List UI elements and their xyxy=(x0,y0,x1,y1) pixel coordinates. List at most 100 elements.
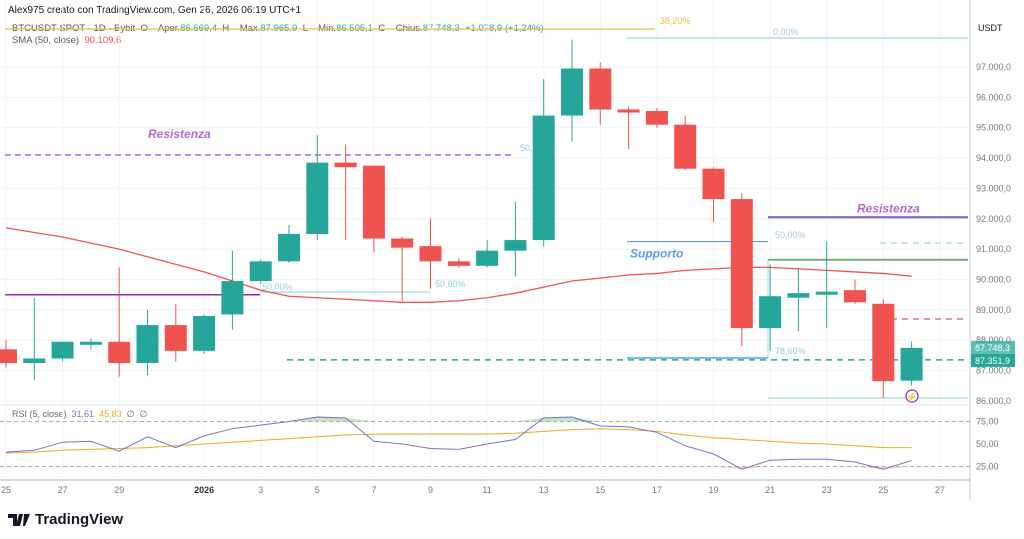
candle-body[interactable] xyxy=(561,68,583,116)
price-tick: 88.000,0 xyxy=(976,335,1011,345)
candle-body[interactable] xyxy=(844,290,866,303)
rsi-line xyxy=(5,416,912,470)
sma-line xyxy=(5,227,912,303)
candle-body[interactable] xyxy=(23,358,46,364)
support-label: Supporto xyxy=(630,247,683,261)
rsi-extra-2: ∅ xyxy=(139,409,148,419)
fib-label: 38,20% xyxy=(660,16,691,26)
candle-body[interactable] xyxy=(362,165,385,239)
candle-body[interactable] xyxy=(278,233,300,262)
candle-body[interactable] xyxy=(334,162,357,168)
date-tick: 29 xyxy=(114,485,124,495)
candle-body[interactable] xyxy=(79,341,102,345)
price-tick: 89.000,0 xyxy=(976,305,1011,315)
fib-label: 0,00% xyxy=(773,27,799,37)
date-tick: 27 xyxy=(58,485,68,495)
candle-body[interactable] xyxy=(589,68,612,110)
date-tick: 5 xyxy=(315,485,320,495)
level-price-value: 87.351,9 xyxy=(975,356,1010,366)
price-tick: 91.000,0 xyxy=(976,244,1011,254)
candle-body[interactable] xyxy=(193,315,216,351)
candle-body[interactable] xyxy=(306,162,329,234)
date-tick: 7 xyxy=(371,485,376,495)
currency-label: USDT xyxy=(978,23,1003,33)
candle-body[interactable] xyxy=(787,293,810,298)
price-tick: 95.000,0 xyxy=(976,123,1011,133)
price-tick: 97.000,0 xyxy=(976,62,1011,72)
candle-body[interactable] xyxy=(702,168,725,200)
date-tick: 19 xyxy=(708,485,718,495)
rsi-overbought-fill xyxy=(515,417,544,422)
fib-label: 50,00% xyxy=(435,279,466,289)
candle-body[interactable] xyxy=(447,261,470,266)
date-tick: 15 xyxy=(595,485,605,495)
date-tick: 23 xyxy=(822,485,832,495)
rsi-legend[interactable]: RSI (5, close) 31,61 45,83 ∅ ∅ xyxy=(12,409,147,420)
date-tick: 11 xyxy=(482,485,491,495)
rsi-tick: 75,00 xyxy=(976,417,999,427)
level-price-badge xyxy=(971,353,1015,367)
chart-credit: Alex975 creato con TradingView.com, Gen … xyxy=(8,5,302,16)
candle-body[interactable] xyxy=(645,111,668,125)
candle-body[interactable] xyxy=(872,303,895,382)
rsi-overbought-fill xyxy=(572,417,601,422)
date-tick: 21 xyxy=(765,485,775,495)
rsi-value: 31,61 xyxy=(71,409,95,419)
tradingview-logo-icon xyxy=(8,513,30,526)
candle-body[interactable] xyxy=(221,281,244,315)
resistance-label-2: Resistenza xyxy=(857,201,920,215)
last-price-badge xyxy=(971,340,1015,354)
date-tick: 17 xyxy=(652,485,662,495)
candle-body[interactable] xyxy=(0,349,17,364)
candle-body[interactable] xyxy=(674,124,697,169)
brand-name: TradingView xyxy=(35,511,124,528)
date-tick: 2026 xyxy=(194,485,214,495)
date-tick: 9 xyxy=(428,485,433,495)
tradingview-logo[interactable]: TradingView xyxy=(8,511,123,528)
fib-label: 50,00% xyxy=(262,282,293,292)
rsi-tick: 50,00 xyxy=(976,439,999,449)
price-tick: 92.000,0 xyxy=(976,214,1011,224)
price-tick: 96.000,0 xyxy=(976,92,1011,102)
candle-body[interactable] xyxy=(476,250,499,266)
sma-label: SMA (50, close) xyxy=(12,35,80,46)
lightning-icon-glyph: ⚡ xyxy=(906,391,917,403)
price-tick: 87.000,0 xyxy=(976,366,1011,376)
date-tick: 25 xyxy=(1,485,11,495)
lightning-icon[interactable] xyxy=(905,389,919,403)
candle-body[interactable] xyxy=(391,238,414,248)
candle-body[interactable] xyxy=(504,240,527,251)
fib-label: 78,60% xyxy=(775,346,806,356)
resistance-label-1: Resistenza xyxy=(148,127,211,141)
price-tick: 94.000,0 xyxy=(976,153,1011,163)
last-price-value: 87.748,3 xyxy=(975,343,1010,353)
candle-body[interactable] xyxy=(730,199,753,329)
rsi-ma-value: 45,83 xyxy=(99,409,122,419)
rsi-oversold-fill xyxy=(713,466,742,470)
candle-body[interactable] xyxy=(108,341,131,364)
candle-body[interactable] xyxy=(51,341,74,359)
price-tick: 86.000,0 xyxy=(976,396,1011,406)
rsi-label: RSI (5, close) xyxy=(12,409,67,419)
rsi-ma-line xyxy=(5,428,912,454)
candle-body[interactable] xyxy=(617,109,640,113)
candle-body[interactable] xyxy=(759,296,782,329)
price-tick: 90.000,0 xyxy=(976,275,1011,285)
candle-body[interactable] xyxy=(136,325,159,364)
date-tick: 25 xyxy=(878,485,888,495)
candle-body[interactable] xyxy=(900,347,923,381)
rsi-extra-1: ∅ xyxy=(126,409,135,419)
fib-label: 50,00% xyxy=(775,230,806,240)
date-tick: 3 xyxy=(258,485,263,495)
price-tick: 93.000,0 xyxy=(976,183,1011,193)
sma-legend[interactable]: SMA (50, close) 90.109,6 xyxy=(12,35,121,46)
candle-body[interactable] xyxy=(532,115,555,241)
date-tick: 27 xyxy=(935,485,945,495)
candle-body[interactable] xyxy=(419,246,442,262)
rsi-overbought-fill xyxy=(345,417,374,422)
rsi-tick: 25,00 xyxy=(976,462,999,472)
candle-body[interactable] xyxy=(249,261,272,282)
candle-body[interactable] xyxy=(164,325,187,351)
candle-body[interactable] xyxy=(815,291,838,295)
